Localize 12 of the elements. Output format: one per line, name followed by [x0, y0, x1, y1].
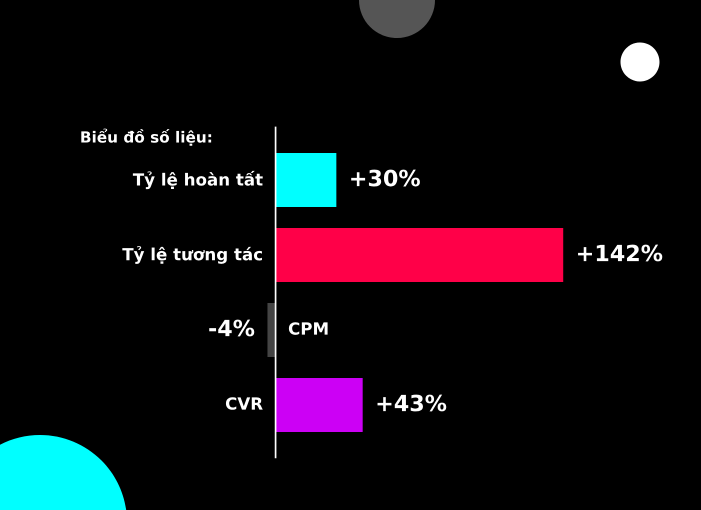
bar [276, 228, 564, 282]
data-label: -4% [209, 320, 254, 336]
bar [276, 378, 363, 432]
y-tick-label: Tỷ lệ tương tác [122, 246, 262, 264]
bar [276, 153, 336, 207]
y-tick-label: Tỷ lệ hoàn tất [132, 170, 263, 190]
y-tick-label: CVR [226, 397, 263, 410]
data-label: +30% [351, 170, 420, 186]
chart-title: Biểu đồ số liệu: [81, 128, 212, 146]
data-label: +43% [378, 394, 446, 412]
y-tick-label: CPM [288, 322, 328, 335]
data-label: +142% [578, 244, 662, 262]
